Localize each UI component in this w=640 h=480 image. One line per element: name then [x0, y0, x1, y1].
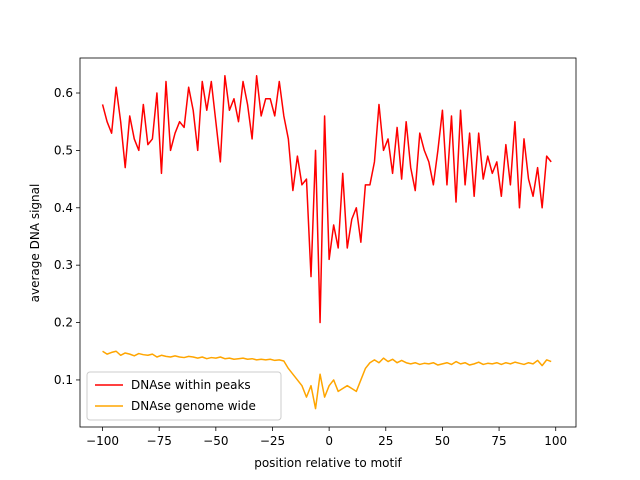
y-tick-label: 0.2 — [54, 316, 73, 330]
x-tick-label: 75 — [491, 434, 506, 448]
x-tick-label: 100 — [544, 434, 567, 448]
x-tick-label: 25 — [378, 434, 393, 448]
y-tick-label: 0.1 — [54, 373, 73, 387]
x-tick-label: −25 — [260, 434, 285, 448]
line-series — [101, 75, 552, 324]
legend-label: DNAse within peaks — [131, 378, 251, 392]
y-axis-label: average DNA signal — [28, 184, 42, 303]
x-tick-label: −100 — [86, 434, 119, 448]
line-series — [102, 350, 552, 410]
x-tick-label: 50 — [435, 434, 450, 448]
y-tick-label: 0.4 — [54, 201, 73, 215]
x-tick-label: 0 — [325, 434, 333, 448]
y-tick-label: 0.5 — [54, 143, 73, 157]
legend-box — [86, 371, 282, 421]
y-tick-label: 0.3 — [54, 258, 73, 272]
plot-frame — [79, 57, 577, 428]
x-tick-label: −50 — [203, 434, 228, 448]
x-axis-label: position relative to motif — [254, 456, 402, 470]
y-tick-label: 0.6 — [54, 86, 73, 100]
legend-label: DNAse genome wide — [131, 399, 256, 413]
legend: DNAse within peaks DNAse genome wide — [86, 371, 282, 421]
x-tick-label: −75 — [147, 434, 172, 448]
